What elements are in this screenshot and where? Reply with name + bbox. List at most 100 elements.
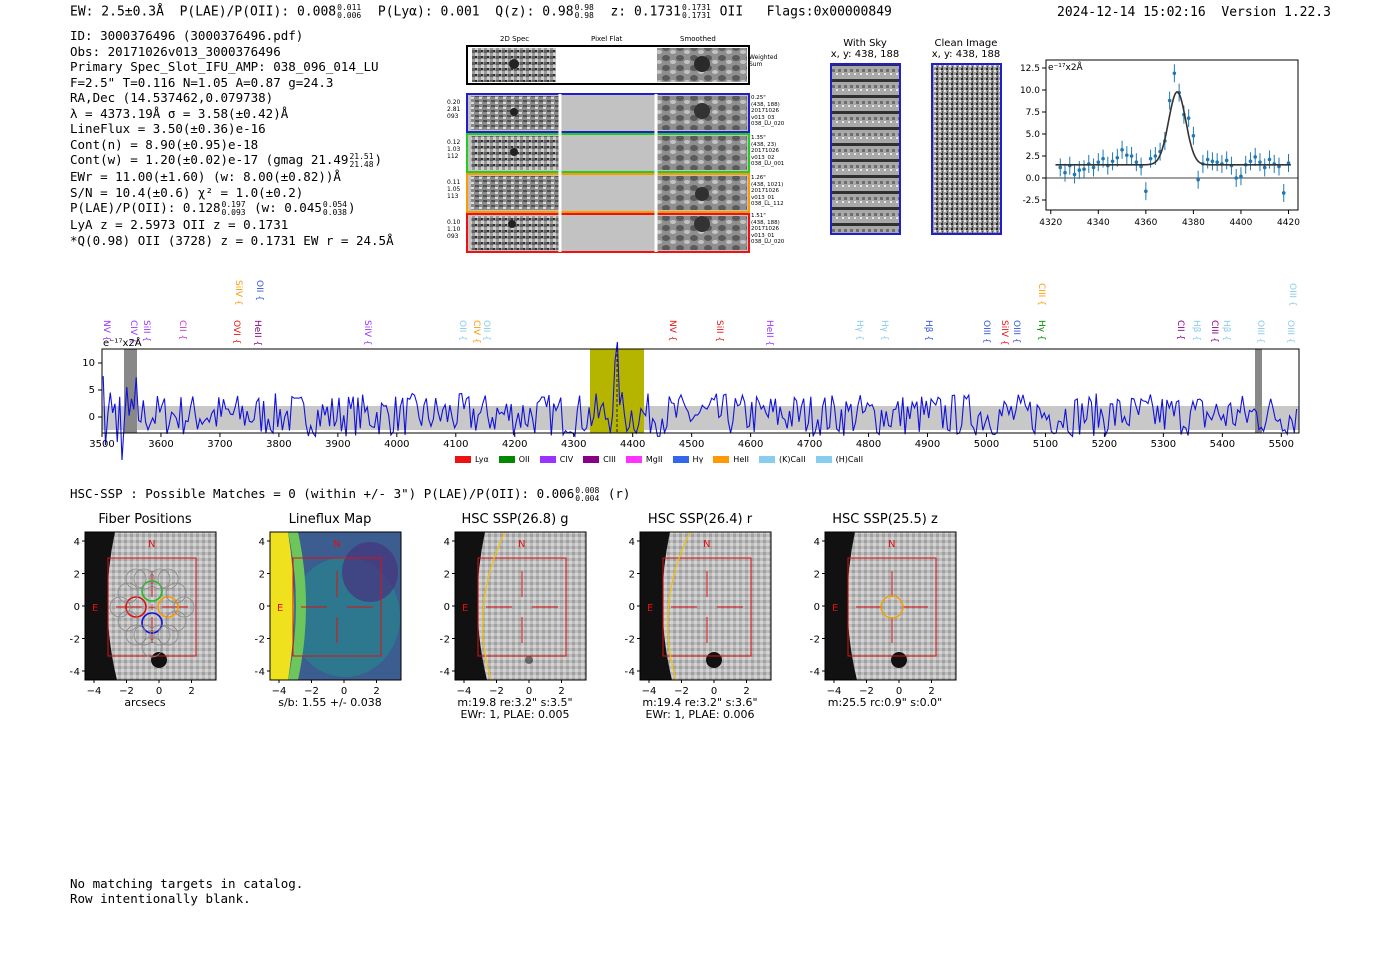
- header-q: Q(z): 0.98: [495, 4, 574, 20]
- panel-xtick-label: 2: [188, 686, 194, 697]
- legend-swatch: [713, 456, 730, 463]
- info-contw-lo: 21.48: [349, 159, 374, 169]
- legend-label: Hγ: [692, 455, 704, 464]
- spectrum-xtick-label: 4100: [443, 439, 468, 450]
- cutout-row-4: [466, 213, 750, 253]
- line-fit-point: [1234, 176, 1238, 180]
- spectrum-frame: [101, 348, 1300, 434]
- line-fit-point: [1281, 191, 1286, 195]
- header-plae-hi: 0.011: [337, 3, 362, 12]
- spectrum-legend-item: Hγ: [672, 455, 704, 464]
- spectrum-right-mask: [1255, 349, 1262, 433]
- spectrum-top-line-label: OII {: [254, 280, 264, 301]
- line-fit-point: [1139, 164, 1143, 169]
- east-label: E: [832, 603, 838, 614]
- spectrum-xtick-label: 3900: [325, 439, 350, 450]
- hsc-summary-text: HSC-SSP : Possible Matches = 0 (within +…: [70, 486, 575, 501]
- header-version: Version 1.22.3: [1221, 5, 1331, 20]
- aperture-box: [107, 557, 197, 657]
- info-plae-w-hi: 0.054: [322, 199, 347, 209]
- spectrum-xtick-label: 4800: [856, 439, 881, 450]
- panel-caption: m:19.8 re:3.2" s:3.5" EWr: 1, PLAE: 0.005: [430, 697, 600, 721]
- north-label: N: [518, 539, 525, 550]
- spectrum-flux: [102, 341, 1298, 460]
- fiber-circle: [133, 568, 155, 590]
- line-fit-xtick-label: 4380: [1182, 218, 1205, 228]
- panel-ytick-label: −2: [625, 635, 635, 646]
- info-contw-text: Cont(w) = 1.20(±0.02)e-17 (gmag 21.49: [70, 152, 349, 167]
- cutout-row-4-right: 1.51" (438, 188) 20171026 v013_01 038_LU…: [751, 213, 785, 245]
- panel-bright-source: [825, 532, 857, 680]
- header-timestamp-version: 2024-12-14 15:02:16 Version 1.22.3: [1057, 5, 1331, 20]
- spectrum-xticks: 3500 3600 3700 3800 3900 4000 4100 4200 4300 4400…: [89, 433, 1294, 450]
- panel-xtick-label: −2: [674, 686, 689, 697]
- spectrum-legend-item: (H)CaII: [815, 455, 864, 464]
- line-fit-xtick-label: 4340: [1087, 218, 1110, 228]
- line-fit-point: [1091, 165, 1096, 170]
- spectrum-xtick-label: 3600: [148, 439, 173, 450]
- header-z: z: 0.1731: [610, 4, 681, 20]
- panel-ytick-label: 4: [259, 537, 265, 548]
- header-plae: P(LAE)/P(OII): 0.008: [179, 4, 337, 20]
- panel-title: HSC SSP(26.4) r: [647, 512, 753, 527]
- cutout-row-2-left: 0.12 1.03 112: [447, 139, 461, 160]
- spectrum-yticks: 10 5 0: [82, 358, 102, 423]
- spectrum-xtick-label: 5000: [974, 439, 999, 450]
- east-label: E: [462, 603, 468, 614]
- lineflux-edge: [288, 532, 306, 680]
- line-fit-point: [1058, 165, 1063, 170]
- panel-compact-source: [525, 656, 533, 664]
- legend-label: (H)CaII: [835, 455, 864, 464]
- info-id: ID: 3000376496 (3000376496.pdf): [70, 28, 304, 43]
- spectrum-xtick-label: 5500: [1269, 439, 1294, 450]
- panel-caption-line: s/b: 1.55 +/- 0.038: [278, 696, 382, 709]
- fiber-circle: [125, 568, 147, 590]
- fiber-circle: [149, 624, 171, 646]
- line-fit-point: [1134, 160, 1139, 164]
- panel-ytick-label: 4: [444, 537, 450, 548]
- line-fit-point: [1115, 155, 1120, 160]
- info-contw: Cont(w) = 1.20(±0.02)e-17 (gmag 21.4921.…: [70, 152, 394, 169]
- header-q-lo: 0.98: [574, 11, 594, 20]
- panel-compact-source: [706, 652, 722, 668]
- with-sky-image: [830, 63, 901, 235]
- panel-caption-line: m:19.8 re:3.2" s:3.5": [457, 696, 573, 709]
- info-params: F=2.5" T=0.116 N=1.05 A=0.87 g=24.3: [70, 74, 334, 90]
- panel-ytick-label: −4: [70, 667, 80, 678]
- legend-label: OII: [518, 455, 530, 464]
- info-q: *Q(0.98) OII (3728) z = 0.1731 EW r = 24…: [70, 232, 394, 248]
- east-label: E: [647, 603, 653, 614]
- panel-ytick-label: 0: [814, 602, 820, 613]
- cutout-row-4-left: 0.10 1.10 093: [447, 219, 461, 240]
- panel-caption: arcsecs: [60, 697, 230, 709]
- spectrum-legend-item: CIV: [539, 455, 573, 464]
- panel-title: HSC SSP(25.5) z: [832, 512, 938, 527]
- east-label: E: [277, 603, 283, 614]
- east-label: E: [92, 603, 98, 614]
- panel-title: Fiber Positions: [98, 512, 192, 527]
- fiber-circle: [117, 610, 139, 632]
- legend-swatch: [672, 456, 689, 463]
- panel-title: Lineflux Map: [288, 512, 372, 527]
- line-fit-ytick-label: 5.0: [1026, 130, 1041, 140]
- hsc-summary-lo: 0.004: [575, 493, 600, 503]
- panel-caption-line: m:25.5 rc:0.9" s:0.0": [827, 696, 943, 709]
- weighted-sum-label: Weighted Sum: [749, 54, 778, 68]
- header-z-hi: 0.1731: [681, 3, 711, 12]
- footer-line-2: Row intentionally blank.: [70, 891, 251, 906]
- footer-line-1: No matching targets in catalog.: [70, 876, 304, 891]
- spectrum-ytick-label: 0: [89, 412, 95, 423]
- info-contw-hi: 21.51: [349, 151, 374, 161]
- panel-xtick-label: −2: [489, 686, 504, 697]
- line-fit-point: [1205, 157, 1210, 162]
- line-fit-point: [1258, 160, 1262, 164]
- line-fit-point: [1224, 158, 1229, 163]
- spectrum-legend-item: HeII: [713, 455, 749, 464]
- spectrum-legend-item: OII: [498, 455, 530, 464]
- spectrum-ytick-label: 10: [82, 358, 95, 369]
- line-fit-point: [1120, 148, 1124, 152]
- line-fit-model: [1055, 91, 1291, 166]
